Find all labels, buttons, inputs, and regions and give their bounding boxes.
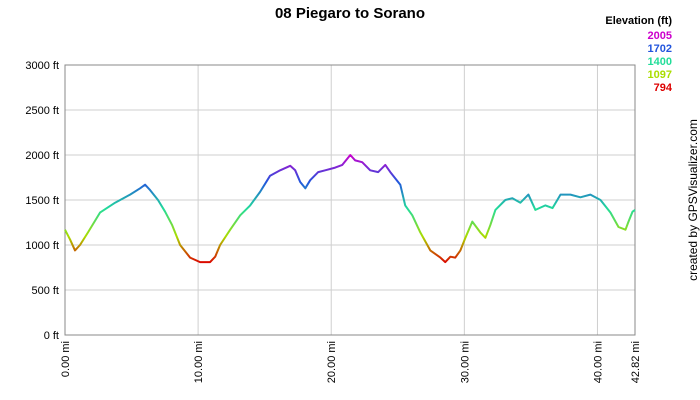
plot-frame — [64, 64, 636, 336]
y-tick-label: 0 ft — [44, 330, 59, 342]
legend-entry: 794 — [654, 82, 673, 94]
chart-title: 08 Piegaro to Sorano — [275, 5, 425, 22]
x-tick-label: 40.00 mi — [592, 341, 604, 383]
y-tick-label: 1500 ft — [25, 195, 59, 207]
legend-entry: 1097 — [648, 69, 672, 81]
credit: created by GPSVisualizer.com — [686, 119, 700, 281]
legend-title: Elevation (ft) — [605, 15, 672, 27]
y-tick-label: 2500 ft — [25, 105, 59, 117]
x-tick-label: 30.00 mi — [459, 341, 471, 383]
x-tick-label: 10.00 mi — [193, 341, 205, 383]
y-tick-label: 1000 ft — [25, 240, 59, 252]
x-tick-label: 42.82 mi — [630, 341, 642, 383]
y-tick-label: 500 ft — [31, 285, 59, 297]
y-tick-label: 2000 ft — [25, 150, 59, 162]
x-tick-label: 0.00 mi — [60, 341, 72, 377]
x-tick-label: 20.00 mi — [326, 341, 338, 383]
legend-entry: 1702 — [648, 43, 672, 55]
elevation-line — [64, 154, 636, 264]
y-tick-label: 3000 ft — [25, 60, 59, 72]
legend-entry: 1400 — [648, 56, 672, 68]
legend-entry: 2005 — [648, 30, 672, 42]
